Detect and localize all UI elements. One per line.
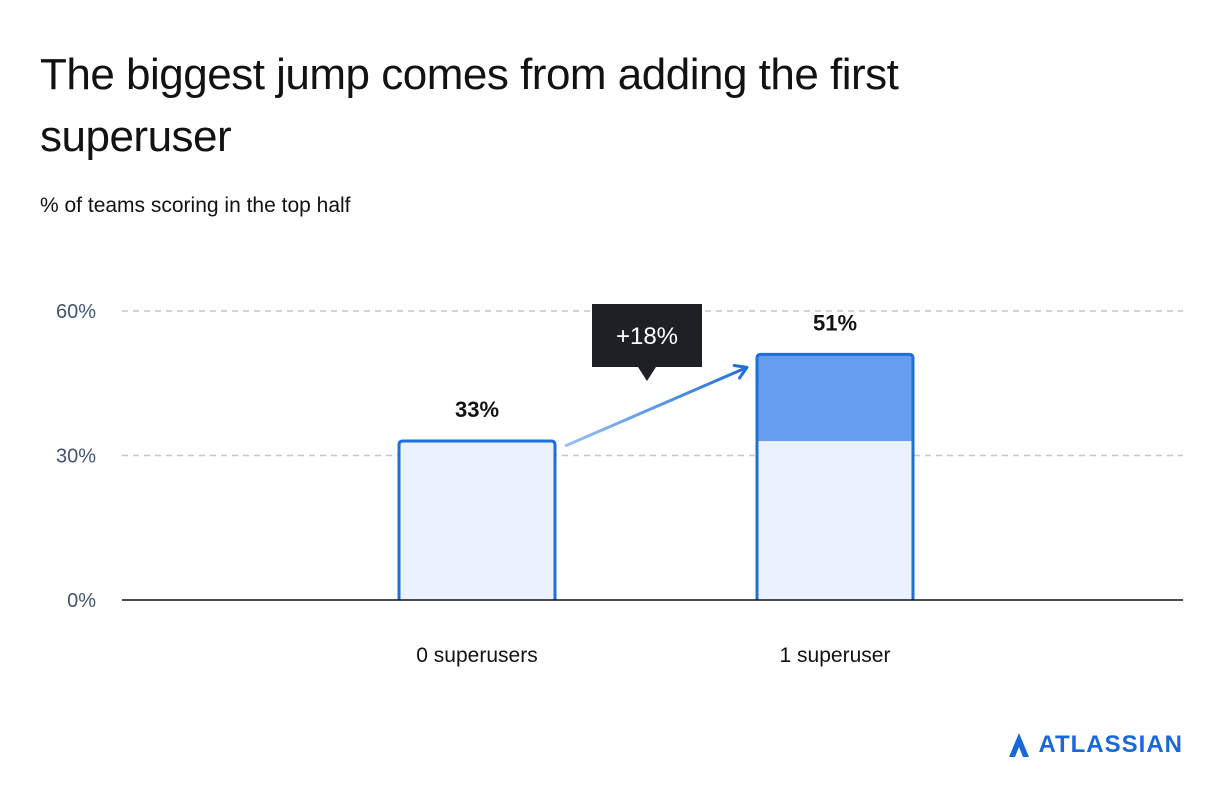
- labels: 33% 51% 0 superusers 1 superuser: [416, 310, 890, 667]
- bar-base-segment: [757, 441, 913, 600]
- callout-text: +18%: [616, 323, 678, 350]
- y-tick-label: 60%: [56, 301, 96, 323]
- bars: [397, 352, 915, 600]
- chart-subtitle: % of teams scoring in the top half: [40, 194, 351, 217]
- bar-value-label: 33%: [455, 397, 499, 422]
- atlassian-logo: ATLASSIAN: [1008, 731, 1183, 759]
- bar-outline: [755, 352, 915, 600]
- arrow-head-icon: [732, 364, 749, 380]
- atlassian-triangle-icon: [1009, 733, 1030, 757]
- increase-arrow: [564, 365, 748, 448]
- category-label: 1 superuser: [780, 644, 891, 667]
- increase-annotation: +18%: [564, 304, 749, 448]
- bar-value-label: 51%: [813, 310, 857, 335]
- bar-outline: [397, 439, 557, 600]
- category-label: 0 superusers: [416, 644, 537, 667]
- logo-text: ATLASSIAN: [1038, 731, 1183, 758]
- callout-box: [592, 304, 702, 381]
- bar: [399, 441, 555, 600]
- y-axis-ticks: 60% 30% 0%: [56, 301, 96, 612]
- chart-title: The biggest jump comes from adding the f…: [40, 50, 899, 161]
- y-tick-label: 30%: [56, 446, 96, 468]
- bar-increase-segment: [757, 354, 913, 442]
- y-tick-label: 0%: [67, 590, 96, 612]
